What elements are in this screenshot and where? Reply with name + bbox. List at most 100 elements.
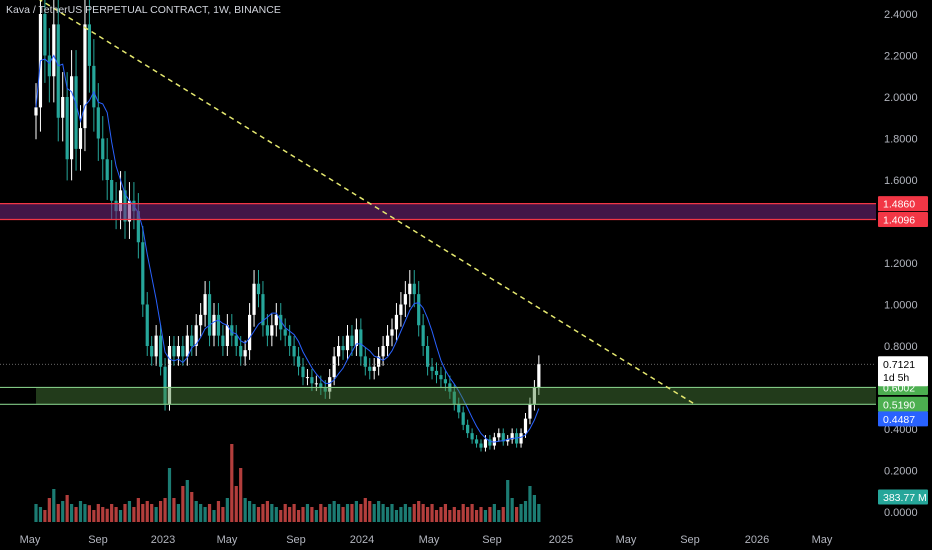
volume-bar [381, 504, 385, 522]
candle-body [243, 350, 247, 357]
candle-body [323, 387, 327, 392]
candle-body [274, 314, 278, 326]
volume-bar [341, 507, 345, 522]
volume-bar [256, 507, 261, 522]
candle-body [203, 294, 207, 315]
candle-body [87, 24, 91, 66]
candle-body [167, 346, 172, 405]
volume-bar [43, 510, 47, 522]
chart-title: Kava / TetherUS PERPETUAL CONTRACT, 1W, … [6, 4, 281, 16]
volume-bar [363, 498, 367, 522]
x-tick-label: May [812, 534, 833, 546]
volume-bar [421, 504, 425, 522]
candle-body [510, 433, 514, 440]
volume-bar [461, 504, 465, 522]
candle-body [256, 283, 261, 295]
moving-average-line [35, 54, 540, 443]
candle-body [301, 366, 305, 378]
candle-body [430, 366, 434, 371]
volume-bar [359, 504, 363, 522]
volume-bar [448, 510, 452, 522]
volume-bar [265, 501, 269, 522]
volume-bar [261, 504, 265, 522]
candle-body [212, 314, 216, 336]
volume-bar [457, 510, 461, 522]
price-tag-1-4096-bg [878, 212, 928, 228]
candle-body [270, 325, 274, 336]
candle-body [279, 314, 283, 330]
candle-body [136, 211, 140, 243]
y-tick-label: 1.8000 [884, 134, 918, 146]
candle-body [474, 439, 479, 444]
volume-bar [328, 504, 332, 522]
volume-bar [270, 504, 274, 522]
axis-layer: 2.4000 2.2000 2.0000 1.8000 1.6000 1.2000 1.00… [20, 9, 918, 546]
volume-bar [159, 501, 163, 522]
candle-body [310, 377, 314, 384]
volume-bar [434, 510, 439, 522]
x-tick-label: Sep [88, 534, 108, 546]
volume-bar [296, 510, 301, 522]
candle-body [408, 283, 412, 295]
volume-bar [501, 507, 505, 522]
volume-bar [190, 492, 194, 522]
candle-body [328, 377, 332, 392]
plot-area [34, 0, 541, 522]
candle-body [337, 346, 341, 357]
volume-bar [439, 507, 443, 522]
volume-bar [212, 510, 216, 522]
x-tick-label: May [419, 534, 440, 546]
volume-bar [248, 501, 252, 522]
volume-bar [239, 468, 243, 522]
volume-bar [412, 504, 416, 522]
volume-bar [345, 504, 350, 522]
volume-bar [123, 504, 127, 522]
candle-body [199, 314, 203, 326]
candle-body [426, 346, 430, 367]
price-tag-0-5190: 0.5190 [883, 399, 915, 411]
candle-body [221, 335, 225, 346]
volume-bar [118, 510, 123, 522]
candle-body [421, 325, 425, 346]
volume-bar [332, 501, 336, 522]
volume-bar [176, 504, 180, 522]
price-tag-1-4096: 1.4096 [883, 215, 915, 227]
candle-body [163, 366, 167, 405]
volume-bar [243, 498, 247, 522]
volume-bar [430, 504, 434, 522]
volume-bar [452, 507, 456, 522]
candle-body [345, 335, 350, 351]
volume-bar [216, 501, 221, 522]
volume-bar [207, 504, 212, 522]
volume-bar [150, 504, 154, 522]
volume-bar [194, 501, 198, 522]
countdown-label: 1d 5h [883, 372, 909, 384]
y-tick-label: 0.4000 [884, 424, 918, 436]
candle-body [234, 335, 238, 346]
candle-body [314, 383, 318, 385]
volume-bar [519, 504, 523, 522]
volume-tag-bg [878, 489, 928, 505]
candle-body [70, 76, 74, 160]
candle-body [141, 242, 145, 305]
y-tick-label: 2.0000 [884, 92, 918, 104]
volume-bar [87, 505, 91, 522]
volume-bar [305, 504, 310, 522]
candle-body [403, 294, 407, 305]
current-price-tag-bg [878, 356, 928, 387]
candle-body [74, 76, 78, 149]
candle-body [288, 335, 292, 346]
volume-bar [225, 498, 229, 522]
volume-bar [61, 501, 65, 522]
candle-body [83, 24, 87, 129]
x-tick-label: May [217, 534, 238, 546]
volume-bar [141, 504, 145, 522]
y-tick-label: 0.0000 [884, 507, 918, 519]
candle-body [528, 404, 532, 419]
candle-body [150, 346, 154, 357]
y-tick-label: 1.0000 [884, 300, 918, 312]
candle-body [194, 325, 198, 346]
current-price-tag: 0.7121 [883, 359, 915, 371]
candle-body [181, 346, 185, 357]
